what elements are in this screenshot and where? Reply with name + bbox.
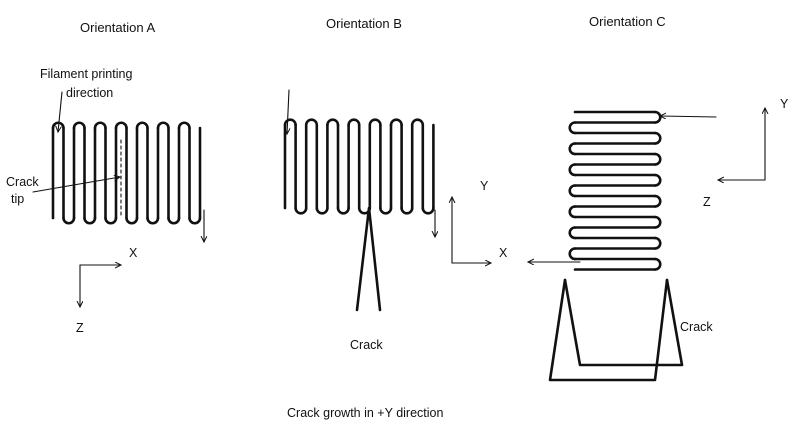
- orientation-b-specimen: [283, 118, 435, 312]
- filament-top-loop: [283, 118, 297, 127]
- crack-tip-label-line1: Crack: [6, 175, 39, 189]
- orientation-a-axes: X Z: [76, 246, 138, 335]
- filament-bottom-loop: [336, 206, 350, 215]
- filament-top-loop: [93, 121, 107, 130]
- orientation-c-crack-back: [563, 278, 684, 367]
- filament-top-loop: [72, 121, 86, 130]
- filament-direction-label-line1: Filament printing: [40, 67, 132, 81]
- orientation-a-filament-lines: [51, 126, 202, 220]
- filament-right-loop: [653, 257, 662, 271]
- orientation-b-bottom-loops: [294, 206, 435, 215]
- orientation-c-right-loops: [653, 110, 662, 271]
- filament-top-loop: [156, 121, 170, 130]
- filament-top-loop: [304, 118, 319, 127]
- orientation-c-title: Orientation C: [589, 14, 666, 29]
- filament-left-loop: [568, 226, 577, 240]
- orientation-b-filament-lines: [283, 123, 435, 210]
- orientation-c-left-loops: [568, 121, 577, 261]
- filament-right-loop: [653, 152, 662, 166]
- filament-top-loop: [389, 118, 403, 127]
- filament-direction-arrow: [58, 91, 63, 132]
- axis-y-label: Y: [480, 179, 489, 193]
- filament-top-loop: [114, 121, 128, 130]
- filament-bottom-loop: [188, 216, 202, 225]
- filament-left-loop: [568, 205, 577, 219]
- filament-bottom-loop: [62, 216, 76, 225]
- orientation-b-top-loops: [283, 118, 425, 127]
- orientation-b-crack-label: Crack: [350, 338, 383, 352]
- filament-right-loop: [653, 110, 662, 124]
- filament-direction-label-line2: direction: [66, 86, 113, 100]
- filament-bottom-loop: [83, 216, 97, 225]
- filament-bottom-loop: [167, 216, 181, 225]
- axis-x-label: X: [129, 246, 138, 260]
- filament-bottom-loop: [125, 216, 139, 225]
- filament-right-loop: [653, 215, 662, 229]
- filament-left-loop: [568, 163, 577, 177]
- orientation-c-axes: Y Z: [703, 97, 789, 209]
- figure-caption: Crack growth in +Y direction: [287, 406, 443, 420]
- filament-bottom-loop: [146, 216, 160, 225]
- orientation-b-axes: Y X: [452, 179, 508, 263]
- orientation-c-specimen: [548, 110, 684, 382]
- filament-top-loop: [135, 121, 149, 130]
- filament-top-loop: [326, 118, 340, 127]
- orientation-b-filament-arrow: [287, 89, 289, 134]
- filament-left-loop: [568, 142, 577, 156]
- filament-top-loop: [410, 118, 425, 127]
- orientation-c-filament-arrow: [660, 116, 717, 117]
- filament-bottom-loop: [294, 206, 308, 215]
- orientation-c-crack-label: Crack: [680, 320, 713, 334]
- crack-tip-arrow: [32, 177, 120, 193]
- filament-left-loop: [568, 184, 577, 198]
- axis-x-label-b: X: [499, 246, 508, 260]
- orientation-b-title: Orientation B: [326, 16, 402, 31]
- axis-z-label: Z: [76, 321, 84, 335]
- filament-bottom-loop: [104, 216, 118, 225]
- filament-right-loop: [653, 173, 662, 187]
- filament-left-loop: [568, 121, 577, 135]
- filament-top-loop: [51, 121, 65, 130]
- filament-bottom-loop: [421, 206, 435, 215]
- filament-top-loop: [368, 118, 382, 127]
- filament-bottom-loop: [400, 206, 414, 215]
- filament-right-loop: [653, 131, 662, 145]
- filament-top-loop: [177, 121, 191, 130]
- filament-left-loop: [568, 247, 577, 261]
- orientation-c-crack-front: [548, 278, 669, 382]
- filament-bottom-loop: [379, 206, 393, 215]
- filament-bottom-loop: [315, 206, 329, 215]
- filament-right-loop: [653, 194, 662, 208]
- orientation-a-top-loops: [51, 121, 191, 130]
- orientation-a-title: Orientation A: [80, 20, 155, 35]
- axis-z-label-c: Z: [703, 195, 711, 209]
- axis-y-label-c: Y: [780, 97, 789, 111]
- orientation-c-filament-lines: [573, 110, 657, 271]
- orientation-b-crack: [355, 206, 382, 312]
- orientation-a-bottom-loops: [62, 216, 202, 225]
- crack-tip-label-line2: tip: [11, 192, 24, 206]
- filament-top-loop: [347, 118, 361, 127]
- filament-right-loop: [653, 236, 662, 250]
- orientation-a-specimen: [51, 121, 202, 225]
